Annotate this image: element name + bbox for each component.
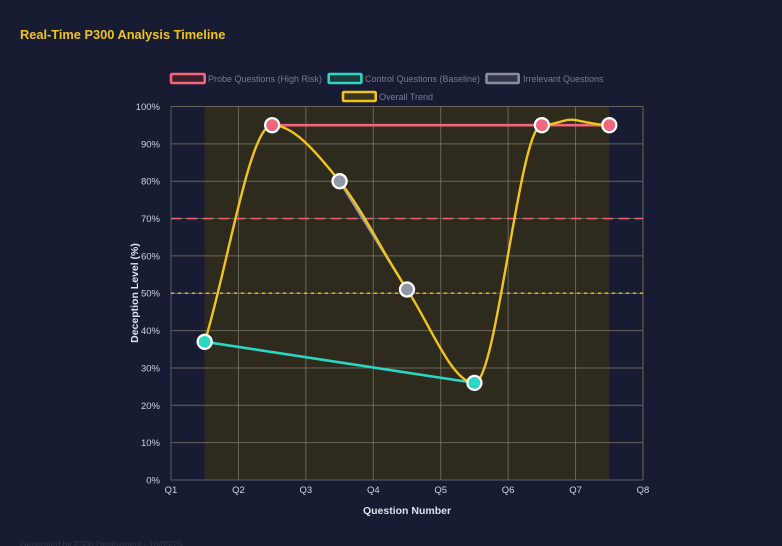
svg-text:10%: 10% bbox=[141, 438, 161, 449]
svg-text:Q5: Q5 bbox=[434, 485, 447, 496]
svg-text:Irrelevant Questions: Irrelevant Questions bbox=[523, 74, 604, 84]
svg-text:80%: 80% bbox=[141, 177, 161, 188]
svg-text:Overall Trend: Overall Trend bbox=[379, 92, 433, 102]
svg-text:Control Questions (Baseline): Control Questions (Baseline) bbox=[365, 74, 480, 84]
svg-text:Question Number: Question Number bbox=[363, 505, 451, 517]
svg-text:Q4: Q4 bbox=[367, 485, 380, 496]
svg-text:70%: 70% bbox=[141, 214, 161, 225]
svg-text:0%: 0% bbox=[146, 476, 160, 487]
svg-text:90%: 90% bbox=[141, 139, 161, 150]
svg-text:Q2: Q2 bbox=[232, 485, 245, 496]
svg-text:Q6: Q6 bbox=[502, 485, 515, 496]
svg-text:50%: 50% bbox=[141, 289, 161, 300]
svg-text:100%: 100% bbox=[136, 102, 161, 113]
svg-text:20%: 20% bbox=[141, 401, 161, 412]
svg-text:Probe Questions (High Risk): Probe Questions (High Risk) bbox=[208, 74, 322, 84]
svg-text:Q3: Q3 bbox=[300, 485, 313, 496]
svg-text:Q7: Q7 bbox=[569, 485, 582, 496]
svg-text:30%: 30% bbox=[141, 363, 161, 374]
svg-text:60%: 60% bbox=[141, 251, 161, 262]
svg-text:Q8: Q8 bbox=[637, 485, 650, 496]
svg-text:Q1: Q1 bbox=[165, 485, 178, 496]
svg-text:40%: 40% bbox=[141, 326, 161, 337]
svg-text:Deception Level (%): Deception Level (%) bbox=[129, 243, 141, 343]
